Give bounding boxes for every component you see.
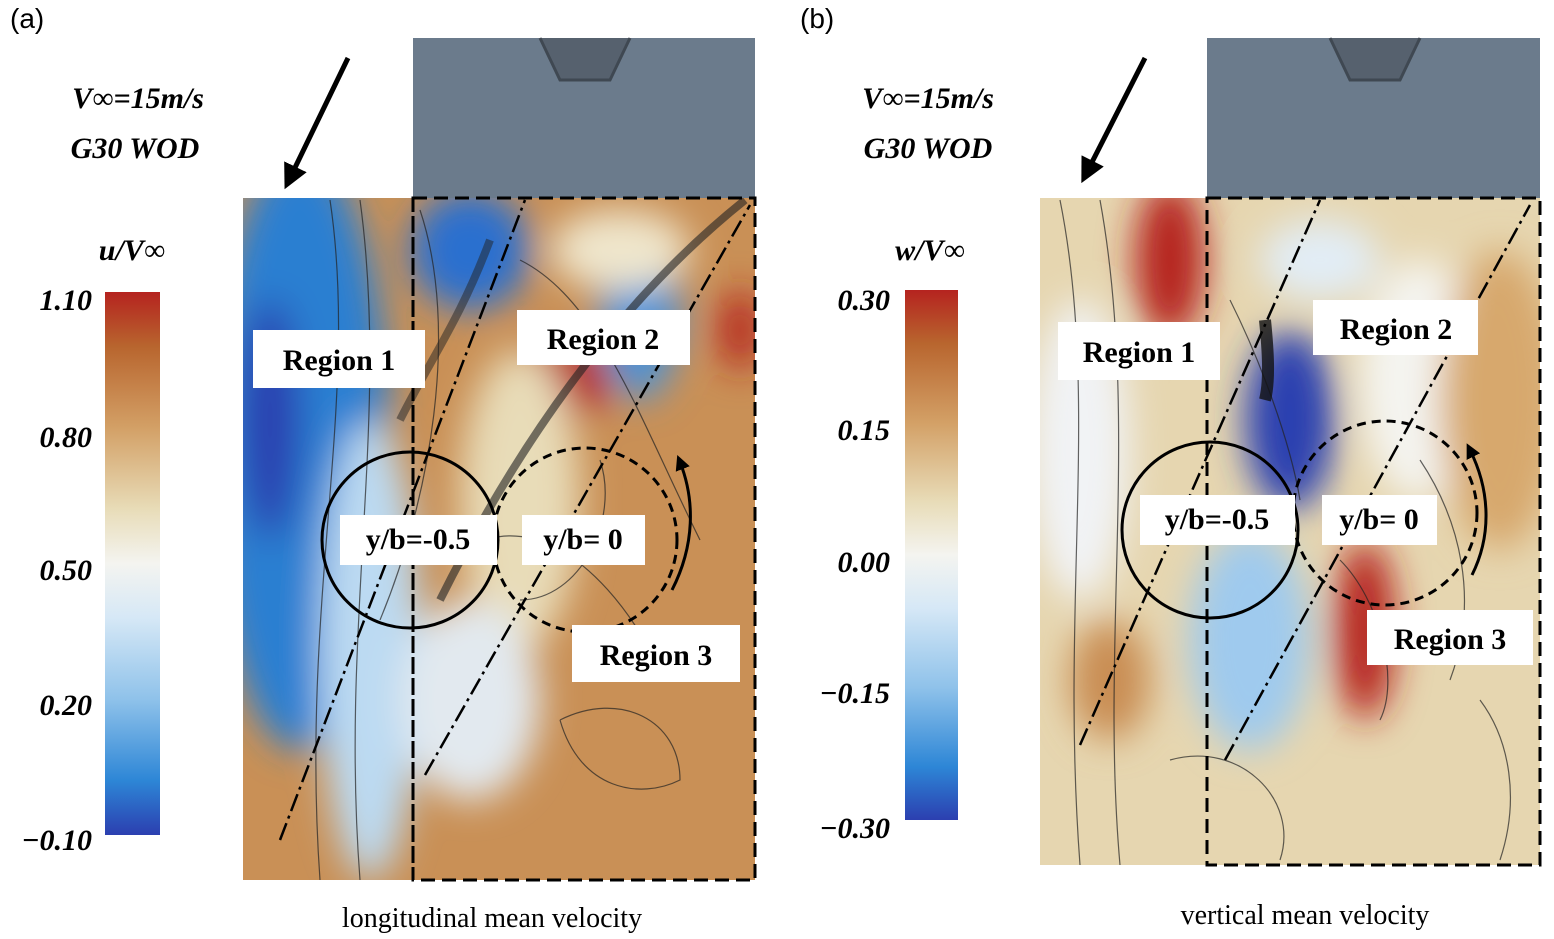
panel-b: (b) V∞=15m/s G30 WOD Region 1 Region 2 R… xyxy=(800,3,1542,931)
colorbar-tick: −0.10 xyxy=(21,824,92,857)
region-label: Region 1 xyxy=(1083,336,1196,369)
panel-a: (a) V∞=15m/s G30 WOD Region 1 Region 2 R… xyxy=(10,3,757,934)
colorbar-tick: −0.15 xyxy=(819,677,890,710)
region-label: Region 2 xyxy=(547,323,660,356)
colorbar-label: u/V∞ xyxy=(99,234,165,267)
condition: G30 WOD xyxy=(71,132,200,165)
freestream: V∞=15m/s xyxy=(862,82,994,115)
colorbar-tick: 0.00 xyxy=(838,546,891,579)
colorbar-tick: −0.30 xyxy=(819,812,890,845)
colorbar-tick: 0.15 xyxy=(838,414,891,447)
colorbar-tick: 0.50 xyxy=(40,554,93,587)
flow-arrow xyxy=(1081,56,1148,184)
condition: G30 WOD xyxy=(864,132,993,165)
region-label: Region 3 xyxy=(1394,623,1507,656)
caption: longitudinal mean velocity xyxy=(342,903,642,934)
colorbar-tick: 0.30 xyxy=(838,284,891,317)
station-label: y/b= 0 xyxy=(1339,503,1419,536)
flow-arrow xyxy=(284,56,351,190)
colorbar-tick: 1.10 xyxy=(40,284,93,317)
region-label: Region 3 xyxy=(600,639,713,672)
station-label: y/b= 0 xyxy=(543,523,623,556)
colorbar-tick: 0.20 xyxy=(40,689,93,722)
panel-label: (a) xyxy=(10,3,44,34)
region-label: Region 2 xyxy=(1340,313,1453,346)
caption: vertical mean velocity xyxy=(1181,900,1430,931)
colorbar-label: w/V∞ xyxy=(895,234,965,267)
region-label: Region 1 xyxy=(283,344,396,377)
freestream: V∞=15m/s xyxy=(72,82,204,115)
colorbar-tick: 0.80 xyxy=(40,421,93,454)
colorbar xyxy=(105,292,160,835)
station-label: y/b=-0.5 xyxy=(1165,503,1270,536)
colorbar xyxy=(905,290,958,820)
station-label: y/b=-0.5 xyxy=(366,523,471,556)
panel-label: (b) xyxy=(800,3,834,34)
